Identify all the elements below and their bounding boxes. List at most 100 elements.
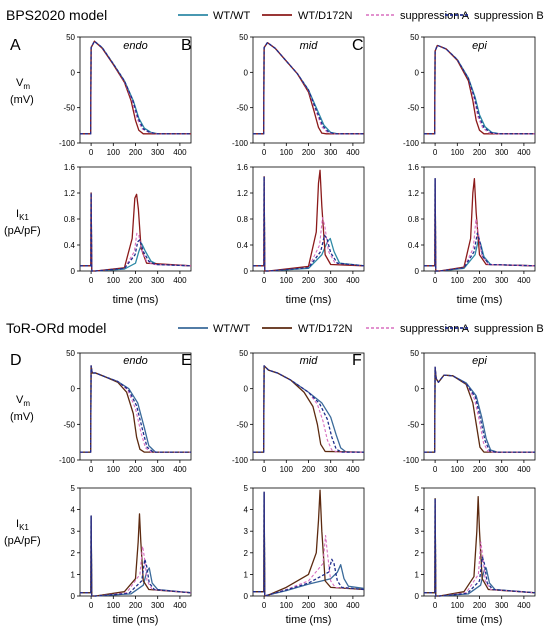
ik1-ytick-label: 1.2 <box>64 189 76 198</box>
ik1-ytick-label: 4 <box>244 506 249 515</box>
ik1-frame <box>79 487 192 597</box>
ik1-ytick-label: 1 <box>415 570 420 579</box>
ik1-xtick-label: 0 <box>262 276 267 285</box>
vm-xtick-label: 0 <box>262 465 267 474</box>
ik1-series-suppression-b <box>424 178 536 272</box>
vm-subscript: m <box>23 82 30 91</box>
ik1-xtick-label: 400 <box>346 276 360 285</box>
vm-ytick-label: -100 <box>232 456 249 465</box>
ik1-series-wt-wt <box>80 192 192 272</box>
ik1-xtick-label: 100 <box>107 276 121 285</box>
ik1-ytick-label: 5 <box>415 484 420 493</box>
vm-series-wt-d172n <box>253 365 365 453</box>
vm-subscript-2: m <box>23 399 30 408</box>
vm-series-suppression-a <box>80 365 191 453</box>
ik1-xtick-label: 100 <box>280 276 294 285</box>
ik1-symbol-2: I <box>16 518 19 530</box>
vm-xtick-label: 200 <box>302 148 316 157</box>
ik1-series-suppression-a <box>80 192 192 272</box>
ik1-xtick-label: 400 <box>346 601 360 610</box>
ik1-ytick-label: 1.2 <box>408 189 420 198</box>
ik1-xtick-label: 300 <box>151 276 165 285</box>
panel-title-D: endo <box>123 355 147 367</box>
vm-series-wt-wt <box>424 44 535 135</box>
vm-unit-2: (mV) <box>10 411 34 423</box>
ik1-xtick-label: 100 <box>451 601 465 610</box>
vm-ytick-label: -100 <box>59 456 76 465</box>
ik1-xtick-label: 400 <box>173 601 187 610</box>
ik1-xtick-label: 300 <box>495 601 509 610</box>
vm-frame <box>79 36 192 144</box>
vm-frame <box>252 352 365 461</box>
legend-label-wt-wt-2: WT/WT <box>213 323 251 335</box>
vm-xtick-label: 0 <box>89 465 94 474</box>
panel-letter-F: F <box>352 352 362 369</box>
vm-plot-F: -100 -50 0 50 0 100 200 300 400 <box>403 349 536 474</box>
ik1-ytick-label: 0 <box>415 592 420 601</box>
ik1-ytick-label: 1.6 <box>408 163 420 172</box>
ik1-ytick-label: 0 <box>244 267 249 276</box>
ik1-frame <box>252 487 365 597</box>
ik1-ytick-label: 4 <box>71 506 76 515</box>
ik1-xtick-label: 200 <box>302 601 316 610</box>
panel-title-F: epi <box>472 355 487 367</box>
vm-series-suppression-b <box>80 40 191 135</box>
panel-letter-C: C <box>352 37 364 54</box>
legend-label-wt-wt: WT/WT <box>213 10 251 22</box>
ik1-ytick-label: 2 <box>244 549 249 558</box>
row-label-ik1-top: IK1 (pA/pF) <box>4 208 41 237</box>
xaxis-label-E: time (ms) <box>286 614 332 626</box>
ik1-series-wt-d172n <box>253 169 365 272</box>
xaxis-label-A: time (ms) <box>113 294 159 306</box>
ik1-plot-D: 0 1 2 3 4 5 0 100 200 300 400 <box>71 484 192 610</box>
vm-xtick-label: 400 <box>173 465 187 474</box>
row-label-vm-bottom: Vm (mV) <box>10 394 34 423</box>
vm-ytick-label: -50 <box>236 420 248 429</box>
ik1-ytick-label: 0 <box>415 267 420 276</box>
ik1-xtick-label: 100 <box>451 276 465 285</box>
vm-series-wt-wt <box>253 42 364 135</box>
ik1-symbol: I <box>16 208 19 220</box>
legend-label-wt-d172n-2: WT/D172N <box>298 323 352 335</box>
ik1-ytick-label: 3 <box>244 527 249 536</box>
vm-xtick-label: 0 <box>262 148 267 157</box>
vm-series-suppression-a <box>253 365 364 453</box>
ik1-ytick-label: 0.8 <box>408 215 420 224</box>
ik1-ytick-label: 5 <box>244 484 249 493</box>
ik1-xtick-label: 200 <box>473 601 487 610</box>
xaxis-label-D: time (ms) <box>113 614 159 626</box>
vm-xtick-label: 200 <box>129 148 143 157</box>
vm-ytick-label: 0 <box>71 68 76 77</box>
ik1-ytick-label: 0 <box>244 592 249 601</box>
panel-title-E: mid <box>300 355 319 367</box>
ik1-series-suppression-a <box>424 178 536 272</box>
ik1-xtick-label: 300 <box>151 601 165 610</box>
vm-xtick-label: 200 <box>473 148 487 157</box>
ik1-ytick-label: 1.6 <box>237 163 249 172</box>
ik1-xtick-label: 300 <box>495 276 509 285</box>
ik1-ytick-label: 1.2 <box>237 189 249 198</box>
vm-ytick-label: 0 <box>415 68 420 77</box>
panel-letter-E: E <box>181 352 192 369</box>
vm-xtick-label: 0 <box>433 465 438 474</box>
model-title-tor-ord: ToR-ORd model <box>6 320 106 336</box>
ik1-series-suppression-a <box>253 491 365 597</box>
ik1-xtick-label: 200 <box>129 601 143 610</box>
ik1-xtick-label: 0 <box>89 601 94 610</box>
ik1-xtick-label: 100 <box>107 601 121 610</box>
ik1-ytick-label: 0.4 <box>64 241 76 250</box>
ik1-series-suppression-a <box>253 176 365 272</box>
vm-xtick-label: 400 <box>517 148 531 157</box>
row-label-vm-top: Vm (mV) <box>10 77 34 106</box>
vm-xtick-label: 200 <box>302 465 316 474</box>
panel-letter-D: D <box>10 352 22 369</box>
vm-xtick-label: 300 <box>324 465 338 474</box>
svg-text:IK1: IK1 <box>16 518 29 532</box>
vm-ytick-label: -50 <box>407 104 419 113</box>
vm-ytick-label: -50 <box>63 104 75 113</box>
ik1-frame <box>252 166 365 272</box>
ik1-xtick-label: 0 <box>433 601 438 610</box>
vm-xtick-label: 100 <box>451 148 465 157</box>
